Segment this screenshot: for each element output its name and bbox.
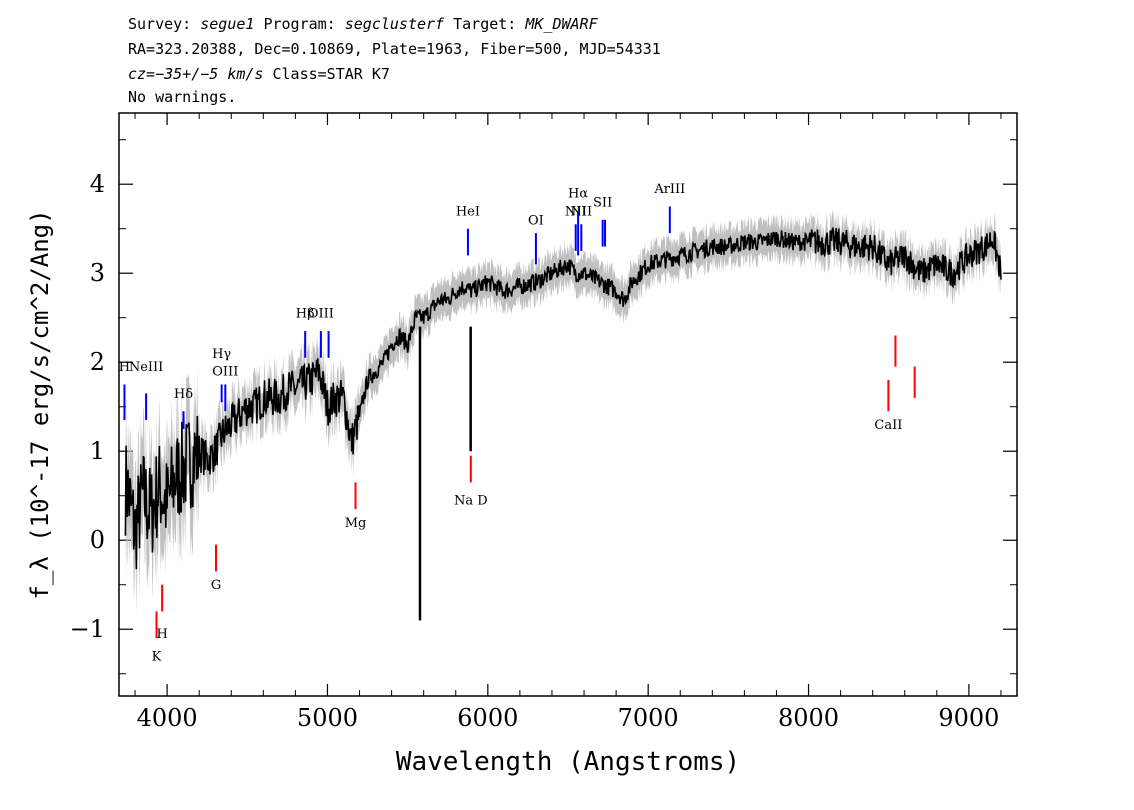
target-value: MK_DWARF [525,15,598,33]
emission-line-label: Hγ [212,347,231,362]
emission-line-label: Hα [568,187,588,202]
class-value: Class=STAR K7 [272,65,390,83]
y-axis-label: f_λ (10^-17 erg/s/cm^2/Ang) [26,209,54,599]
emission-line-label: ArIII [653,182,685,197]
x-tick-label: 5000 [297,704,358,732]
emission-line-label: OIII [308,307,334,322]
program-value: segclusterf [344,15,445,33]
flux-line [124,226,1002,570]
y-tick-label: 2 [90,348,105,376]
x-axis-label: Wavelength (Angstroms) [396,747,740,777]
absorption-line-label: G [211,578,221,593]
header-line-2: RA=323.20388, Dec=0.10869, Plate=1963, F… [128,40,661,58]
emission-line-label: HeI [456,204,480,219]
y-tick-label: 3 [90,259,105,287]
emission-line-label: SII [593,195,612,210]
absorption-line-label: Mg [345,516,367,531]
emission-line-label: H [119,360,130,375]
header-warnings: No warnings. [128,88,237,106]
axis-ticks [119,113,1017,696]
emission-line-label: Hδ [174,387,193,402]
emission-line-label: NII [565,204,587,219]
header-line-3: cz=−35+/−5 km/s Class=STAR K7 [128,65,390,83]
axis-labels: 4000 5000 6000 7000 8000 9000 −1 0 1 2 3 4 Wavelengt… [26,170,999,777]
flux-series [124,226,1002,621]
absorption-line-label: K [152,649,162,664]
x-tick-label: 4000 [137,704,198,732]
emission-line-label: NeIII [129,360,163,375]
y-tick-label: −1 [70,615,105,643]
header-line-1: Survey: segue1 Program: segclusterf Targ… [128,15,598,33]
y-tick-label: 4 [90,170,105,198]
cz-value: cz=−35+/−5 km/s [128,65,264,83]
emission-line-label: OIII [212,365,238,380]
line-markers: HNeIIIHδHγOIIIHβOIIIHeIOINIIHαNIISIIArII… [119,182,916,664]
emission-line-label: Hβ [296,307,315,322]
absorption-line-label: Na D [454,494,488,509]
y-tick-label: 1 [90,437,105,465]
x-tick-label: 7000 [618,704,679,732]
x-tick-label: 8000 [778,704,839,732]
x-tick-label: 9000 [938,704,999,732]
absorption-line-label: H [156,627,167,642]
plot-frame [118,112,1018,697]
x-tick-label: 6000 [457,704,518,732]
absorption-line-label: CaII [874,418,902,433]
y-tick-label: 0 [90,526,105,554]
emission-line-label: OI [528,213,544,228]
survey-value: segue1 [200,15,255,33]
emission-line-label: NII [570,204,592,219]
